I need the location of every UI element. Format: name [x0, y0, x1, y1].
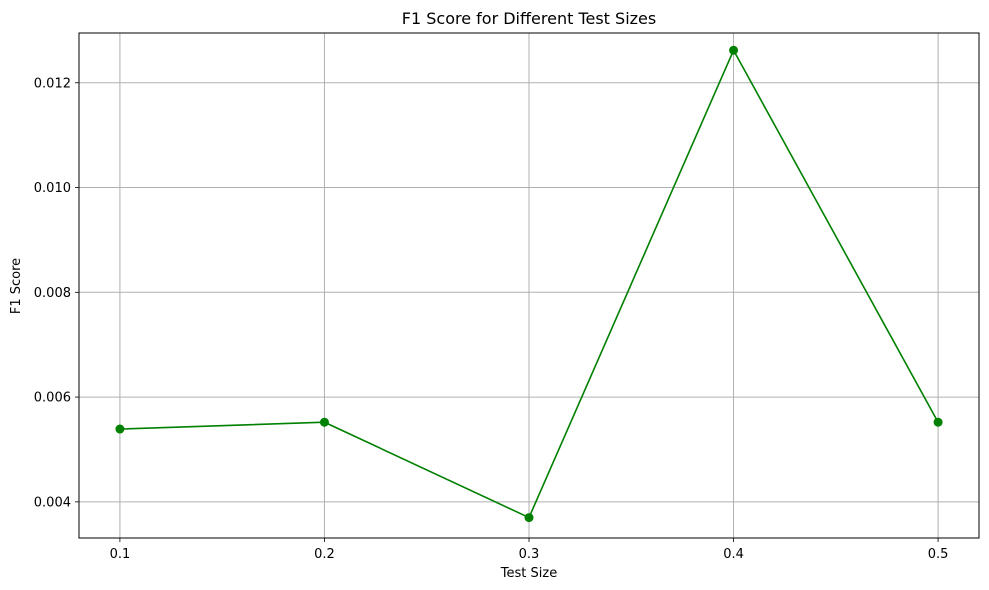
- data-point: [524, 513, 534, 523]
- y-tick-label: 0.010: [34, 181, 71, 196]
- y-tick-label: 0.004: [34, 495, 71, 510]
- x-tick-label: 0.4: [723, 547, 744, 562]
- x-tick-label: 0.2: [314, 547, 335, 562]
- x-tick-label: 0.5: [928, 547, 949, 562]
- x-tick-label: 0.3: [519, 547, 540, 562]
- y-tick-label: 0.006: [34, 391, 71, 406]
- x-tick-label: 0.1: [110, 547, 131, 562]
- series-layer: [115, 45, 943, 523]
- axis-ticks: 0.1 0.2 0.3 0.4 0.5 0.004 0.006 0.008 0.010 0.012: [34, 76, 949, 562]
- chart-title: F1 Score for Different Test Sizes: [402, 9, 656, 28]
- data-point: [115, 424, 125, 434]
- data-point: [729, 45, 739, 55]
- x-axis-label: Test Size: [500, 566, 557, 581]
- y-tick-label: 0.008: [34, 286, 71, 301]
- data-point: [319, 417, 329, 427]
- y-axis-label: F1 Score: [9, 258, 24, 314]
- y-tick-label: 0.012: [34, 76, 71, 91]
- grid-lines: [79, 33, 979, 538]
- data-point: [933, 417, 943, 427]
- plot-frame: [78, 32, 980, 539]
